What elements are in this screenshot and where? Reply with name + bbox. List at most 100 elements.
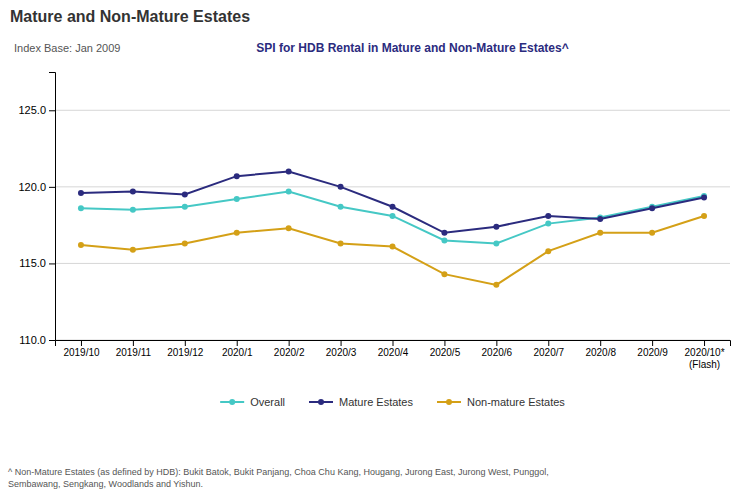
- point: [701, 195, 707, 201]
- tick-label-line: (Flash): [689, 359, 720, 370]
- tick: 2020/10*(Flash): [685, 340, 725, 370]
- tick-label-line: 2020/9: [637, 347, 668, 358]
- tick-label-line: 2019/11: [116, 347, 152, 358]
- grid-line: [55, 110, 730, 111]
- point: [441, 237, 447, 243]
- chart: Mature and Non-Mature Estates Index Base:…: [0, 0, 750, 501]
- point: [78, 242, 84, 248]
- tick-mark: [704, 340, 705, 346]
- legend-item: Overall: [220, 396, 285, 408]
- point: [234, 196, 240, 202]
- point: [78, 205, 84, 211]
- tick-mark: [49, 263, 55, 264]
- tick: 125.0: [18, 104, 55, 116]
- tick: 115.0: [19, 257, 55, 269]
- tick-mark: [81, 340, 82, 346]
- point: [286, 188, 292, 194]
- point: [390, 204, 396, 210]
- point: [182, 192, 188, 198]
- point: [78, 190, 84, 196]
- tick-mark: [49, 110, 55, 111]
- grid-line: [55, 186, 730, 187]
- tick-label-line: 2019/12: [167, 347, 204, 358]
- point: [182, 241, 188, 247]
- tick-label: 2020/5: [430, 347, 461, 358]
- point: [493, 282, 499, 288]
- tick: 2020/2: [274, 340, 305, 358]
- tick: 2020/7: [533, 340, 564, 358]
- title: Mature and Non-Mature Estates: [10, 8, 250, 25]
- tick-label: 125.0: [18, 104, 46, 116]
- tick-label: 2020/1: [222, 347, 253, 358]
- tick: 120.0: [18, 181, 55, 193]
- tick-label-line: 2020/1: [222, 347, 253, 358]
- tick: 2020/9: [637, 340, 668, 358]
- tick: 2020/8: [585, 340, 616, 358]
- tick-label: 2020/3: [326, 347, 357, 358]
- tick-label: 2019/10: [63, 347, 100, 358]
- tick-mark: [49, 187, 55, 188]
- tick-mark: [289, 340, 290, 346]
- point: [545, 248, 551, 254]
- point: [390, 244, 396, 250]
- tick-mark: [133, 340, 134, 346]
- tick: 2020/5: [430, 340, 461, 358]
- tick-mark: [496, 340, 497, 346]
- point: [286, 225, 292, 231]
- tick-label-line: 2020/7: [533, 347, 564, 358]
- tick-mark: [600, 340, 601, 346]
- tick-label: 115.0: [19, 257, 46, 269]
- legend-marker: [229, 399, 235, 405]
- line: [81, 216, 704, 285]
- grid-line: [55, 263, 730, 264]
- point: [130, 207, 136, 213]
- legend: Overall Mature Estates Non-mature Estates: [220, 396, 565, 408]
- tick: 2019/12: [167, 340, 204, 358]
- point: [234, 230, 240, 236]
- tick: 2019/11: [116, 340, 152, 358]
- tick-label: 2019/11: [116, 347, 152, 358]
- point: [286, 169, 292, 175]
- legend-label: Non-mature Estates: [467, 396, 565, 408]
- tick: 2020/4: [378, 340, 409, 358]
- tick-mark: [444, 340, 445, 346]
- tick-label-line: 2020/6: [482, 347, 513, 358]
- tick-mark: [652, 340, 653, 346]
- tick-label-line: 2019/10: [63, 347, 100, 358]
- subtitle: SPI for HDB Rental in Mature and Non-Mat…: [256, 41, 568, 55]
- tick: 2020/1: [222, 340, 253, 358]
- x-axis: 2019/10 2019/11 2019/12 2020/1 2020/2 2020/3 2…: [56, 340, 731, 370]
- legend-label: Mature Estates: [339, 396, 413, 408]
- point: [545, 221, 551, 227]
- tick-label: 2020/10*(Flash): [685, 347, 725, 370]
- line: [81, 172, 704, 233]
- tick: 2020/3: [326, 340, 357, 358]
- point: [390, 213, 396, 219]
- tick-label: 2020/9: [637, 347, 668, 358]
- tick-mark: [548, 340, 549, 346]
- tick: 2019/10: [63, 340, 100, 358]
- axis-line: [56, 341, 731, 347]
- point: [441, 230, 447, 236]
- tick-mark: [393, 340, 394, 346]
- tick-label: 2020/2: [274, 347, 305, 358]
- point: [182, 204, 188, 210]
- point: [597, 230, 603, 236]
- tick-mark: [49, 340, 55, 341]
- tick-label-line: 2020/3: [326, 347, 357, 358]
- point: [493, 241, 499, 247]
- tick-mark: [341, 340, 342, 346]
- tick-mark: [237, 340, 238, 346]
- tick-label: 2020/6: [482, 347, 513, 358]
- footnote-line: Sembawang, Sengkang, Woodlands and Yishu…: [8, 479, 203, 489]
- tick-label: 110.0: [19, 334, 46, 346]
- tick-label: 120.0: [18, 181, 46, 193]
- point: [130, 247, 136, 253]
- tick-label-line: 2020/4: [378, 347, 409, 358]
- point: [130, 188, 136, 194]
- annotation: Index Base: Jan 2009: [14, 42, 120, 54]
- tick: 2020/6: [482, 340, 513, 358]
- tick-label-line: 2020/2: [274, 347, 305, 358]
- footnote-line: ^ Non-Mature Estates (as defined by HDB)…: [8, 467, 549, 477]
- legend-item: Mature Estates: [309, 396, 413, 408]
